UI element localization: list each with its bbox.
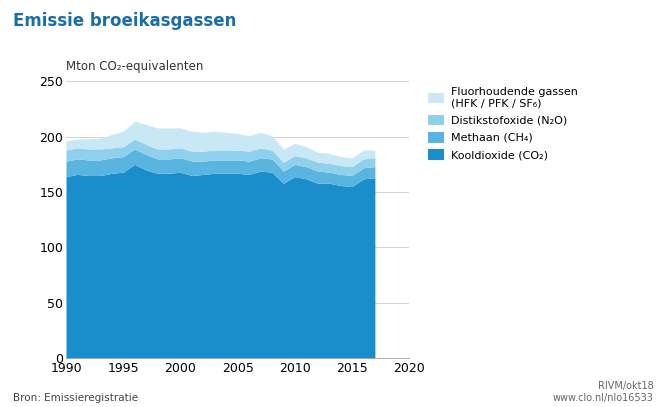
Text: Bron: Emissieregistratie: Bron: Emissieregistratie <box>13 393 139 403</box>
Text: Mton CO₂-equivalenten: Mton CO₂-equivalenten <box>66 60 203 73</box>
Text: Emissie broeikasgassen: Emissie broeikasgassen <box>13 12 236 30</box>
Legend: Fluorhoudende gassen
(HFK / PFK / SF₆), Distikstofoxide (N₂O), Methaan (CH₄), Ko: Fluorhoudende gassen (HFK / PFK / SF₆), … <box>428 87 578 160</box>
Text: RIVM/okt18
www.clo.nl/nlo16533: RIVM/okt18 www.clo.nl/nlo16533 <box>552 381 653 403</box>
